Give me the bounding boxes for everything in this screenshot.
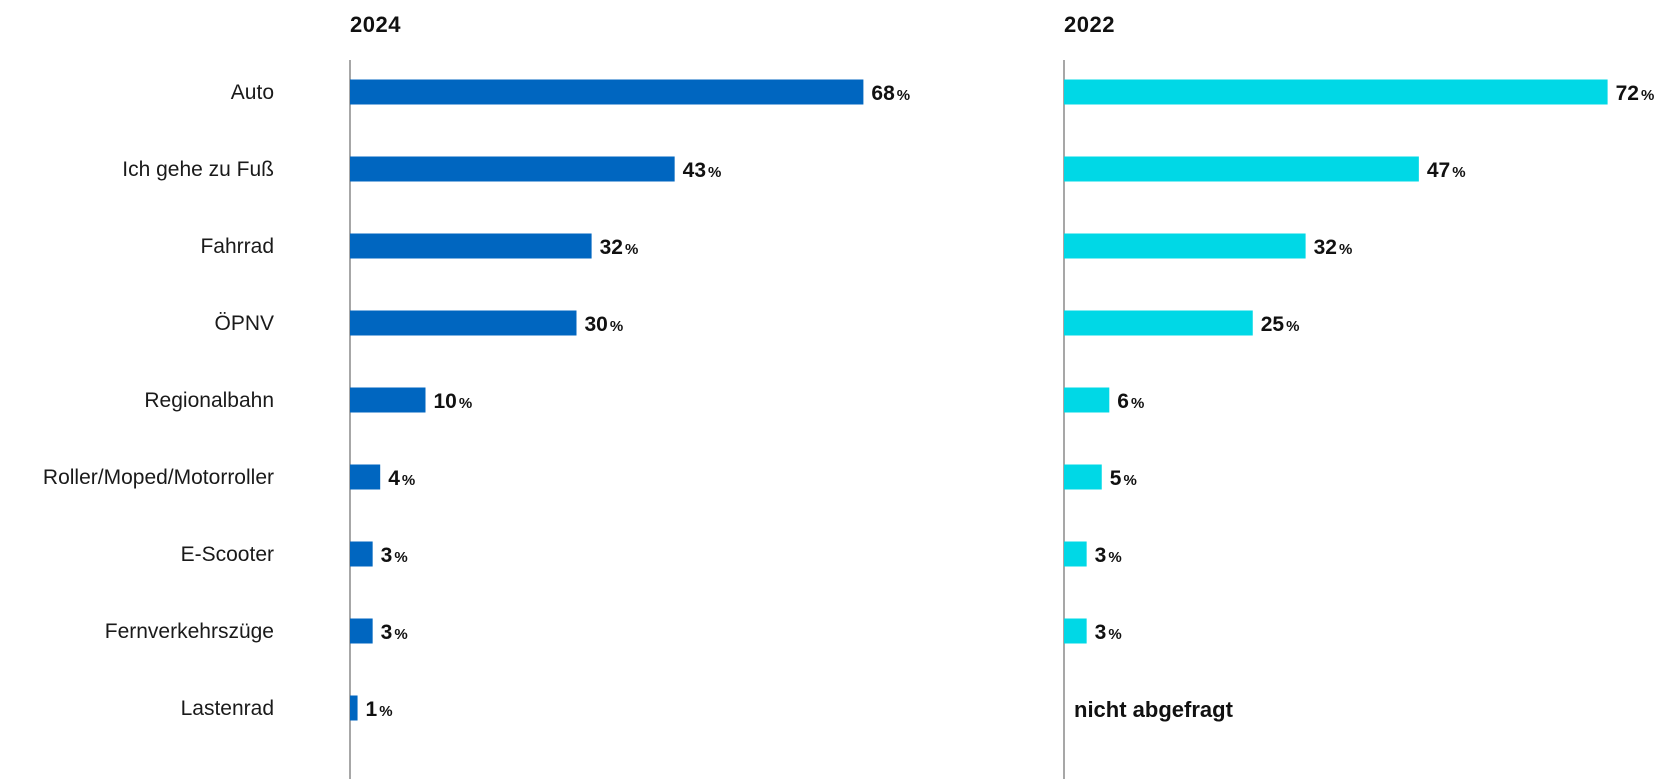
data-label: 10% xyxy=(434,390,473,413)
data-label: 47% xyxy=(1427,159,1466,182)
bar xyxy=(1064,387,1110,413)
panel-2022: 2022 72 % 47 % 32 % 25 % 6 % 5 % 3 % 3 % nicht abgefragt xyxy=(1063,12,1655,779)
data-label: 5% xyxy=(1110,467,1137,490)
not-asked-label: nicht abgefragt xyxy=(1074,697,1234,722)
bar xyxy=(350,387,426,413)
panel-title: 2024 xyxy=(350,12,401,37)
category-label: Ich gehe zu Fuß xyxy=(122,158,274,181)
panel-2024: 2024 68 % 43 % 32 % 30 % 10 % 4 % 3 % 3 % 1% xyxy=(349,12,910,779)
category-label: Auto xyxy=(231,81,274,104)
bar xyxy=(350,310,577,336)
bar xyxy=(350,618,373,644)
bar xyxy=(1064,79,1608,105)
data-label: 6% xyxy=(1117,390,1144,413)
bar xyxy=(1064,464,1102,490)
bar xyxy=(350,695,358,721)
bar xyxy=(350,541,373,567)
bar xyxy=(350,79,864,105)
data-label: 4% xyxy=(388,467,415,490)
data-label: 32% xyxy=(1314,236,1353,259)
category-label: E-Scooter xyxy=(181,543,274,566)
data-label: 68% xyxy=(871,82,910,105)
data-label: 3% xyxy=(1095,544,1122,567)
data-label: 72% xyxy=(1616,82,1655,105)
bar xyxy=(350,156,675,182)
bar xyxy=(1064,310,1253,336)
panel-title: 2022 xyxy=(1064,12,1115,37)
bar xyxy=(1064,541,1087,567)
data-label: 30% xyxy=(585,313,624,336)
data-label: 25% xyxy=(1261,313,1300,336)
data-label: 32% xyxy=(600,236,639,259)
data-label: 3% xyxy=(381,544,408,567)
bar xyxy=(1064,618,1087,644)
bar xyxy=(350,464,381,490)
bar xyxy=(1064,233,1306,259)
category-labels: Auto Ich gehe zu Fuß Fahrrad ÖPNV Regionalba… xyxy=(43,81,274,720)
data-label: 1% xyxy=(366,698,393,721)
category-label: Regionalbahn xyxy=(144,389,274,412)
category-label: ÖPNV xyxy=(214,312,274,335)
bar xyxy=(1064,156,1419,182)
category-label: Fernverkehrszüge xyxy=(105,620,274,643)
data-label: 3% xyxy=(381,621,408,644)
category-label: Fahrrad xyxy=(200,235,274,258)
category-label: Roller/Moped/Motorroller xyxy=(43,466,274,489)
data-label: 43% xyxy=(683,159,722,182)
bar xyxy=(350,233,592,259)
category-label: Lastenrad xyxy=(181,697,274,720)
data-label: 3% xyxy=(1095,621,1122,644)
